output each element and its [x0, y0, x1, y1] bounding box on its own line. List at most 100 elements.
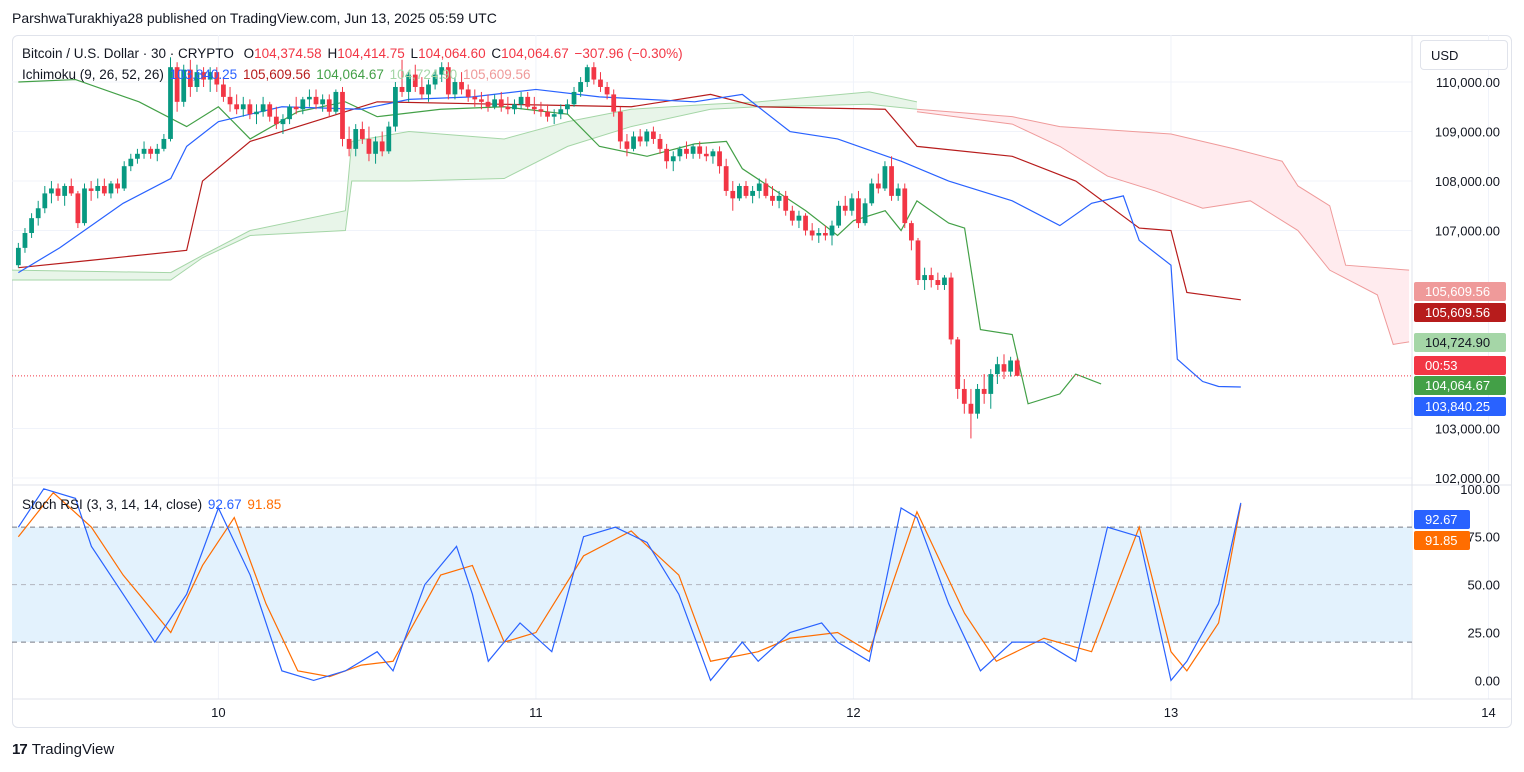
candle-body	[690, 146, 696, 154]
price-tick-label: 110,000.00	[1436, 75, 1500, 90]
candle	[796, 210, 802, 229]
candle	[862, 198, 868, 226]
candle-body	[399, 86, 405, 92]
candle-body	[326, 99, 332, 112]
candle	[82, 183, 87, 226]
candle-body	[551, 114, 557, 117]
candle	[260, 96, 266, 117]
candle	[948, 272, 954, 345]
candle-body	[862, 203, 868, 224]
candle	[584, 64, 590, 87]
candle-body	[320, 99, 326, 105]
candle	[1008, 356, 1013, 377]
candle	[657, 134, 663, 154]
conversion-price-tag: 103,840.25	[1414, 397, 1506, 416]
candle	[95, 178, 101, 199]
candle-body	[611, 94, 617, 112]
candle-body	[922, 275, 928, 281]
candle	[598, 72, 603, 92]
candle-body	[101, 185, 107, 194]
candle	[280, 114, 286, 135]
candle	[723, 158, 729, 196]
candle	[101, 178, 107, 196]
lagging-span-line	[18, 78, 1102, 405]
candle-body	[770, 195, 775, 201]
candle	[677, 146, 683, 162]
candle-body	[730, 190, 736, 199]
candle	[247, 99, 253, 120]
tradingview-logo[interactable]: 17 TradingView	[12, 741, 114, 758]
candle-body	[373, 141, 378, 154]
candle	[35, 200, 41, 226]
candle-body	[201, 72, 206, 80]
candle-body	[135, 153, 140, 159]
candle	[227, 86, 233, 112]
candle	[578, 77, 584, 97]
candle-body	[128, 158, 134, 167]
candle	[875, 173, 881, 194]
currency-button[interactable]: USD	[1420, 40, 1508, 70]
candle	[366, 126, 372, 162]
lead-b-price-tag: 105,609.56	[1414, 282, 1506, 301]
candle-body	[670, 156, 676, 162]
candle	[240, 96, 246, 117]
ichimoku-legend: Ichimoku (9, 26, 52, 26) 103,840.25 105,…	[22, 67, 533, 82]
candle	[763, 178, 769, 199]
candle	[161, 134, 167, 152]
candle	[789, 205, 795, 226]
bullish-cloud-edge-bottom	[12, 103, 918, 281]
candle	[915, 237, 921, 285]
candle-body	[406, 74, 412, 92]
candle-body	[750, 190, 756, 196]
candle-body	[856, 198, 861, 224]
candles	[15, 57, 1020, 439]
candle	[379, 131, 385, 157]
candle-body	[221, 84, 226, 97]
chart-canvas[interactable]: 10 11 12 13 14 110,000.00 109,000.00 108,000.00…	[12, 35, 1512, 728]
candle-body	[485, 101, 491, 107]
candle	[128, 153, 134, 172]
candle	[882, 161, 888, 191]
candle	[359, 121, 365, 144]
candle	[558, 104, 564, 120]
candle-body	[902, 188, 908, 224]
candle	[1014, 358, 1020, 376]
candle	[115, 178, 120, 194]
candle-body	[1014, 360, 1020, 376]
candle-body	[492, 99, 498, 107]
candle	[300, 96, 306, 115]
candle-body	[181, 69, 187, 102]
candle-body	[723, 166, 729, 191]
candle	[776, 190, 782, 209]
candle-body	[737, 185, 742, 199]
candle	[412, 64, 418, 92]
candle-body	[35, 208, 41, 219]
candle-body	[531, 106, 537, 110]
candle-body	[942, 277, 947, 285]
ichimoku-lines	[12, 78, 1412, 405]
candle	[968, 388, 974, 439]
candle	[981, 374, 987, 404]
candle	[604, 82, 610, 100]
chart-frame	[12, 35, 1512, 728]
candle-body	[803, 215, 808, 231]
candle-body	[763, 183, 769, 196]
candle-body	[498, 99, 504, 107]
candle-body	[823, 233, 828, 236]
candle-body	[882, 166, 888, 189]
candle	[717, 146, 722, 174]
open-value: 104,374.58	[254, 46, 322, 61]
candle	[644, 129, 650, 147]
candle-body	[426, 84, 431, 95]
candle-body	[479, 99, 484, 102]
candle-body	[49, 188, 54, 194]
candle	[492, 94, 498, 110]
candle-body	[604, 86, 610, 95]
candle	[386, 121, 392, 154]
stoch-d-tag: 91.85	[1414, 531, 1470, 550]
candle	[62, 183, 68, 206]
candle	[611, 89, 617, 117]
stoch-k-value: 92.67	[207, 497, 242, 512]
candle	[214, 67, 220, 92]
bearish-cloud-edge-bottom	[916, 111, 1410, 345]
